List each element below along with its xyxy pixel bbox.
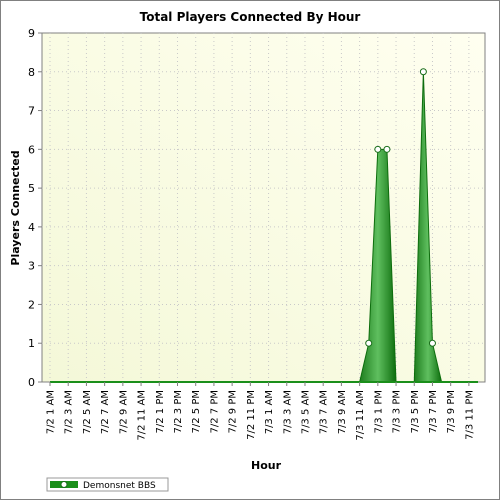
series-marker	[374, 145, 382, 153]
series-marker	[428, 339, 436, 347]
y-tick-label: 1	[28, 337, 35, 350]
x-tick-label: 7/3 5 PM	[410, 390, 421, 433]
x-tick-label: 7/2 11 AM	[137, 390, 148, 441]
plot-area	[41, 32, 486, 383]
x-tick-label: 7/2 7 PM	[209, 390, 220, 433]
y-tick-label: 9	[28, 27, 35, 40]
x-tick-label: 7/3 9 AM	[337, 390, 348, 434]
legend: Demonsnet BBS	[46, 477, 169, 492]
x-tick-label: 7/3 1 PM	[373, 390, 384, 433]
y-tick-label: 5	[28, 182, 35, 195]
series-areas	[50, 71, 478, 383]
x-tick-label: 7/3 11 AM	[355, 390, 366, 441]
x-tick-label: 7/3 1 AM	[264, 390, 275, 434]
y-tick-label: 2	[28, 298, 35, 311]
y-tick-label: 3	[28, 260, 35, 273]
x-tick-label: 7/2 5 AM	[82, 390, 93, 434]
y-tick-label: 6	[28, 143, 35, 156]
x-axis-label: Hour	[251, 459, 282, 472]
x-tick-label: 7/3 5 AM	[300, 390, 311, 434]
x-tick-label: 7/2 1 AM	[46, 390, 57, 434]
series-marker	[365, 339, 373, 347]
x-tick-label: 7/3 7 AM	[319, 390, 330, 434]
series-marker	[419, 68, 427, 76]
x-tick-label: 7/3 3 PM	[392, 390, 403, 433]
y-axis-ticks: 0 1 2 3 4 5 6 7 8 9	[28, 27, 42, 389]
y-tick-label: 8	[28, 66, 35, 79]
series-markers	[365, 68, 436, 347]
x-tick-label: 7/3 3 AM	[282, 390, 293, 434]
legend-marker	[60, 481, 68, 488]
y-tick-label: 7	[28, 105, 35, 118]
x-tick-label: 7/3 7 PM	[428, 390, 439, 433]
y-tick-label: 4	[28, 221, 35, 234]
x-tick-label: 7/2 5 PM	[191, 390, 202, 433]
y-axis-label: Players Connected	[9, 150, 22, 265]
x-tick-label: 7/2 1 PM	[155, 390, 166, 433]
series-marker	[383, 145, 391, 153]
x-tick-label: 7/2 11 PM	[246, 390, 257, 440]
y-tick-label: 0	[28, 376, 35, 389]
x-tick-label: 7/2 9 PM	[228, 390, 239, 433]
x-tick-label: 7/2 9 AM	[118, 390, 129, 434]
x-tick-label: 7/2 7 AM	[100, 390, 111, 434]
x-axis-ticks: 7/2 1 AM 7/2 3 AM 7/2 5 AM 7/2 7 AM 7/2 9 AM…	[46, 382, 475, 441]
chart-title: Total Players Connected By Hour	[140, 10, 361, 24]
x-tick-label: 7/2 3 PM	[173, 390, 184, 433]
legend-label: Demonsnet BBS	[83, 481, 156, 491]
x-tick-label: 7/3 11 PM	[464, 390, 475, 440]
x-tick-label: 7/3 9 PM	[446, 390, 457, 433]
x-tick-label: 7/2 3 AM	[64, 390, 75, 434]
